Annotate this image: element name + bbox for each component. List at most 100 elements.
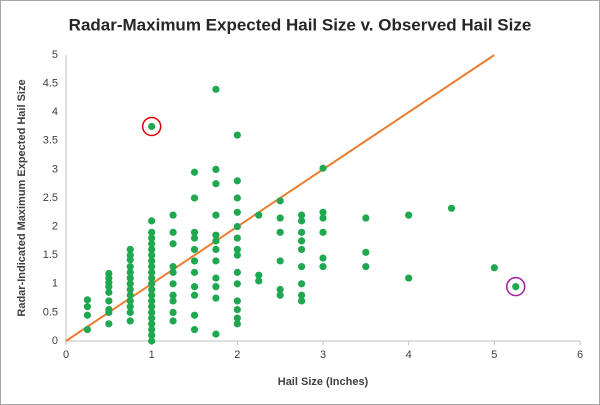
point xyxy=(169,240,177,248)
point xyxy=(169,263,177,271)
point xyxy=(297,297,306,305)
x-tick-label: 3 xyxy=(320,349,326,361)
point xyxy=(148,263,156,271)
point xyxy=(233,305,241,314)
point xyxy=(276,214,284,222)
point xyxy=(169,228,177,236)
point xyxy=(362,248,370,256)
y-axis-label: Radar-Indicated Maximum Expected Hail Si… xyxy=(16,79,28,316)
point xyxy=(105,320,113,328)
point xyxy=(319,254,327,262)
point xyxy=(148,122,156,131)
point xyxy=(297,237,306,245)
point xyxy=(190,311,199,319)
point xyxy=(212,211,220,219)
point xyxy=(212,165,220,173)
point xyxy=(148,228,156,236)
point xyxy=(190,268,199,276)
point xyxy=(233,280,241,288)
point xyxy=(190,228,199,236)
x-tick-label: 6 xyxy=(577,349,583,361)
point xyxy=(212,231,220,239)
point xyxy=(212,85,220,93)
point xyxy=(169,268,177,276)
point xyxy=(148,240,156,248)
point xyxy=(233,223,241,231)
point xyxy=(276,291,284,299)
point xyxy=(212,274,220,282)
point xyxy=(148,303,156,311)
point xyxy=(212,245,220,254)
point xyxy=(83,303,92,311)
point xyxy=(148,280,156,288)
y-tick-label: 3 xyxy=(52,163,58,175)
point xyxy=(190,194,199,202)
point xyxy=(126,291,134,299)
point xyxy=(148,251,156,259)
point xyxy=(169,297,177,305)
point xyxy=(126,268,134,276)
point xyxy=(362,214,370,222)
point xyxy=(126,308,134,316)
point xyxy=(148,234,156,242)
y-tick-label: 2.5 xyxy=(43,192,58,204)
point xyxy=(255,271,263,279)
point xyxy=(148,337,156,345)
point xyxy=(276,257,284,265)
point xyxy=(233,208,241,216)
point xyxy=(233,320,241,328)
point xyxy=(126,274,134,282)
point xyxy=(233,245,241,254)
y-tick-label: 1 xyxy=(52,278,58,290)
point xyxy=(169,308,177,316)
point xyxy=(169,280,177,288)
point xyxy=(297,211,306,219)
point xyxy=(105,283,113,291)
point xyxy=(190,283,199,291)
point xyxy=(319,228,327,236)
point xyxy=(148,291,156,299)
point xyxy=(190,291,199,299)
x-tick-label: 1 xyxy=(149,349,155,361)
point xyxy=(233,268,241,276)
x-tick-label: 5 xyxy=(491,349,497,361)
point xyxy=(255,211,263,219)
point xyxy=(233,234,241,242)
point xyxy=(148,268,156,276)
point xyxy=(233,314,241,322)
point xyxy=(148,325,156,334)
point xyxy=(105,308,113,316)
point xyxy=(126,263,134,271)
point xyxy=(148,257,156,265)
point xyxy=(233,194,241,202)
highlight-ring xyxy=(506,276,526,297)
chart-title: Radar-Maximum Expected Hail Size v. Obse… xyxy=(69,15,532,34)
point xyxy=(319,164,327,172)
point xyxy=(148,285,156,294)
point xyxy=(190,245,199,254)
point xyxy=(169,211,177,219)
point xyxy=(190,325,199,334)
point xyxy=(212,283,220,291)
point xyxy=(126,245,134,254)
point xyxy=(148,297,156,305)
point xyxy=(148,320,156,328)
point xyxy=(447,204,456,212)
point xyxy=(212,180,220,188)
point xyxy=(276,228,284,236)
point xyxy=(362,263,370,271)
point xyxy=(169,291,177,299)
highlight-ring xyxy=(141,116,162,137)
point xyxy=(148,331,156,339)
y-tick-label: 1.5 xyxy=(43,249,58,261)
point xyxy=(297,228,306,236)
y-tick-label: 4 xyxy=(52,106,58,118)
point xyxy=(126,256,134,264)
point xyxy=(212,330,220,338)
point xyxy=(490,264,498,272)
point xyxy=(190,257,199,265)
point xyxy=(405,211,413,219)
point xyxy=(148,308,156,316)
